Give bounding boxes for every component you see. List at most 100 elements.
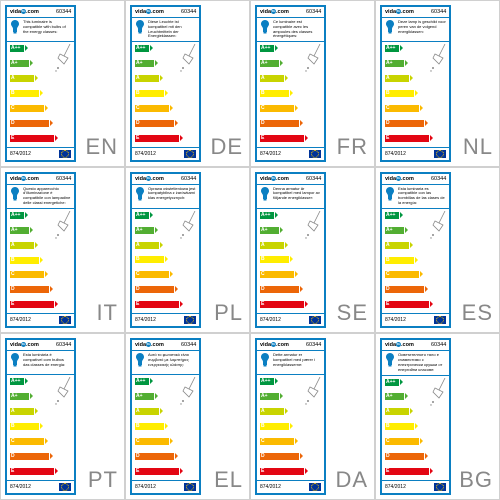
label-footer: 874/2012 xyxy=(257,147,324,160)
bulb-icon xyxy=(260,187,270,206)
energy-label: vidaXL.com 60344 Ce luminaire est compat… xyxy=(255,5,326,162)
language-code: FR xyxy=(337,134,368,160)
energy-bar-letter: C xyxy=(261,271,265,278)
brand: vidaXL.com xyxy=(10,9,39,15)
energy-bar-letter: E xyxy=(386,135,389,142)
label-cell-pl: vidaXL.com 60344 Oprawa oświetleniowa je… xyxy=(125,167,250,334)
energy-label: vidaXL.com 60344 Esta luminaria es compa… xyxy=(380,172,451,329)
energy-bar: A xyxy=(10,75,71,82)
language-code: IT xyxy=(96,300,118,326)
brand: vidaXL.com xyxy=(385,9,414,15)
energy-bar: C xyxy=(10,438,71,445)
energy-bar-letter: B xyxy=(11,90,15,97)
bulb-icon xyxy=(385,20,395,39)
energy-bar: A xyxy=(385,408,446,415)
brand: vidaXL.com xyxy=(135,342,164,348)
lamp-icon xyxy=(177,44,197,74)
eu-flag-icon xyxy=(59,483,71,491)
energy-bar: E xyxy=(135,301,196,308)
energy-bar-letter: E xyxy=(11,468,14,475)
energy-bar: D xyxy=(135,286,196,293)
regulation-text: 874/2012 xyxy=(260,484,281,490)
energy-bar: B xyxy=(135,90,196,97)
energy-bar: C xyxy=(135,438,196,445)
energy-bar-letter: A+ xyxy=(136,393,143,400)
energy-bar: E xyxy=(385,135,446,142)
energy-bars: A++ A+ A B C D E xyxy=(382,209,449,313)
energy-bar-letter: D xyxy=(261,286,265,293)
energy-bar-letter: A++ xyxy=(386,212,395,219)
energy-bar-letter: A++ xyxy=(11,45,20,52)
regulation-text: 874/2012 xyxy=(10,484,31,490)
lang-wrap: BG xyxy=(453,338,495,495)
energy-bar: B xyxy=(260,90,321,97)
energy-bar-letter: C xyxy=(11,438,15,445)
lang-wrap: ES xyxy=(453,172,495,329)
regulation-text: 874/2012 xyxy=(135,484,156,490)
description-text: Esta luminária é compatível com bulbos d… xyxy=(23,353,71,367)
energy-bar-letter: D xyxy=(136,453,140,460)
lang-wrap: EL xyxy=(203,338,245,495)
energy-bar: A xyxy=(260,75,321,82)
lamp-icon xyxy=(427,378,447,408)
label-cell-es: vidaXL.com 60344 Esta luminaria es compa… xyxy=(375,167,500,334)
energy-label-wrap: vidaXL.com 60344 Осветителното тяло е съ… xyxy=(380,338,451,495)
energy-bar-letter: E xyxy=(261,468,264,475)
energy-bar-letter: D xyxy=(11,286,15,293)
lang-wrap: EN xyxy=(78,5,120,162)
language-code: PL xyxy=(214,300,243,326)
label-header: vidaXL.com 60344 xyxy=(382,7,449,17)
energy-bar-letter: A xyxy=(386,75,390,82)
energy-bar: B xyxy=(385,257,446,264)
eu-flag-icon xyxy=(434,483,446,491)
lamp-icon xyxy=(302,44,322,74)
energy-bar-letter: A+ xyxy=(11,227,18,234)
eu-flag-icon xyxy=(59,316,71,324)
energy-label-wrap: vidaXL.com 60344 Denna armatur är kompat… xyxy=(255,172,326,329)
energy-bar-letter: A xyxy=(386,242,390,249)
energy-bar-letter: A+ xyxy=(386,393,393,400)
description-text: Dette armatur er kompatibel med pærer i … xyxy=(273,353,321,367)
info-row: Deze lamp is geschikt voor peren van de … xyxy=(382,17,449,42)
energy-label: vidaXL.com 60344 Deze lamp is geschikt v… xyxy=(380,5,451,162)
energy-bar-letter: E xyxy=(136,135,139,142)
energy-bars: A++ A+ A B C D E xyxy=(132,375,199,480)
energy-bar: D xyxy=(385,286,446,293)
energy-bar: D xyxy=(385,453,446,460)
regulation-text: 874/2012 xyxy=(135,317,156,323)
label-header: vidaXL.com 60344 xyxy=(257,7,324,17)
energy-bar-letter: C xyxy=(11,105,15,112)
energy-bar-letter: C xyxy=(136,271,140,278)
energy-bar-letter: B xyxy=(11,257,15,264)
energy-bar-letter: C xyxy=(11,271,15,278)
energy-bar-letter: D xyxy=(136,120,140,127)
info-row: Ce luminaire est compatible avec les amp… xyxy=(257,17,324,42)
energy-label-wrap: vidaXL.com 60344 Oprawa oświetleniowa je… xyxy=(130,172,201,329)
energy-bar: B xyxy=(260,423,321,430)
bulb-icon xyxy=(260,20,270,39)
info-row: Oprawa oświetleniowa jest kompatybilna z… xyxy=(132,184,199,209)
energy-label: vidaXL.com 60344 Oprawa oświetleniowa je… xyxy=(130,172,201,329)
energy-bar-letter: B xyxy=(261,256,265,263)
energy-bar-letter: A++ xyxy=(261,378,270,385)
energy-label-wrap: vidaXL.com 60344 Diese Leuchte ist kompa… xyxy=(130,5,201,162)
label-cell-se: vidaXL.com 60344 Denna armatur är kompat… xyxy=(250,167,375,334)
eu-flag-icon xyxy=(184,150,196,158)
label-header: vidaXL.com 60344 xyxy=(382,340,449,350)
energy-bar: D xyxy=(260,453,321,460)
energy-label-wrap: vidaXL.com 60344 Ce luminaire est compat… xyxy=(255,5,326,162)
energy-bar-letter: A++ xyxy=(11,378,20,385)
model-number: 60344 xyxy=(181,9,196,15)
label-footer: 874/2012 xyxy=(7,147,74,160)
energy-bar-letter: D xyxy=(11,453,15,460)
label-header: vidaXL.com 60344 xyxy=(132,174,199,184)
energy-bar-letter: B xyxy=(136,90,140,97)
model-number: 60344 xyxy=(306,9,321,15)
energy-label-wrap: vidaXL.com 60344 Deze lamp is geschikt v… xyxy=(380,5,451,162)
description-text: Questo apparecchio d'illuminazione è com… xyxy=(23,187,71,206)
energy-label: vidaXL.com 60344 Denna armatur är kompat… xyxy=(255,172,326,329)
energy-bar: B xyxy=(260,256,321,263)
regulation-text: 874/2012 xyxy=(385,484,406,490)
energy-bar-letter: A++ xyxy=(11,212,20,219)
lamp-icon xyxy=(52,44,72,74)
